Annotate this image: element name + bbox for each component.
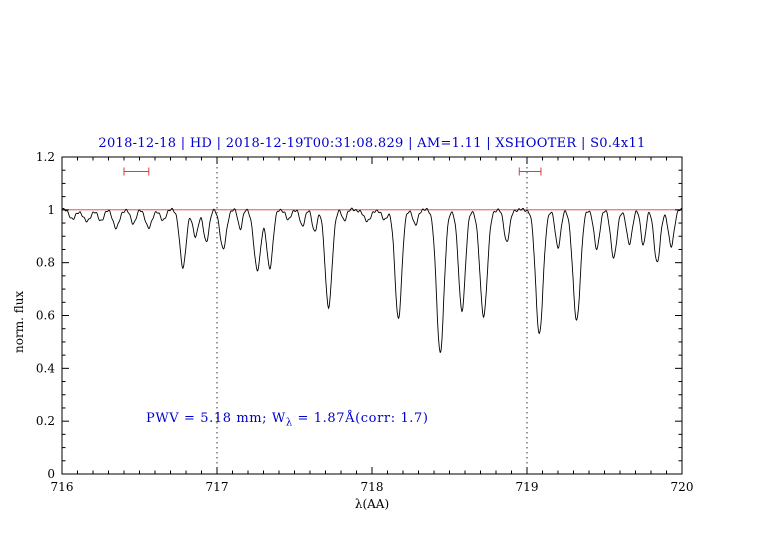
- plot-title: 2018-12-18 | HD | 2018-12-19T00:31:08.82…: [98, 136, 646, 151]
- spectrum-curve: [61, 207, 683, 354]
- y-tick-label: 0.2: [36, 414, 55, 428]
- x-tick-label: 719: [516, 480, 539, 494]
- pwv-annotation-part1: PWV = 5.18 mm; W: [146, 411, 286, 426]
- x-tick-label: 720: [671, 480, 694, 494]
- pwv-annotation-part2: = 1.87Å(corr: 1.7): [292, 411, 429, 426]
- y-tick-label: 1.2: [36, 150, 55, 164]
- y-tick-label: 0.6: [36, 309, 55, 323]
- y-tick-label: 0.8: [36, 256, 55, 270]
- y-tick-label: 0.4: [36, 361, 55, 375]
- x-tick-label: 717: [206, 480, 229, 494]
- pwv-annotation-sub: λ: [285, 417, 293, 429]
- x-axis-label: λ(AA): [354, 497, 390, 511]
- y-tick-label: 1: [47, 203, 55, 217]
- pwv-annotation: PWV = 5.18 mm; Wλ = 1.87Å(corr: 1.7): [146, 411, 429, 429]
- y-tick-label: 0: [47, 467, 55, 481]
- x-tick-label: 716: [51, 480, 74, 494]
- x-tick-label: 718: [361, 480, 384, 494]
